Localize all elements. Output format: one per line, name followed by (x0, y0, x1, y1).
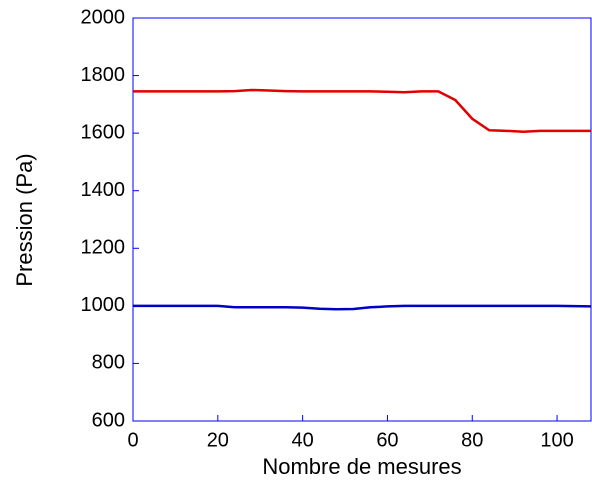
y-axis-label: Pression (Pa) (12, 153, 37, 286)
x-tick-label: 80 (461, 429, 483, 451)
x-tick-label: 60 (376, 429, 398, 451)
series-line (133, 88, 591, 133)
y-tick-label: 600 (92, 409, 125, 431)
y-tick-label: 1200 (81, 237, 126, 259)
x-tick-label: 40 (292, 429, 314, 451)
y-tick-label: 800 (92, 352, 125, 374)
y-tick-label: 2000 (81, 6, 126, 28)
y-tick-label: 1000 (81, 294, 126, 316)
y-tick-label: 1600 (81, 121, 126, 143)
x-tick-label: 20 (207, 429, 229, 451)
x-axis-label: Nombre de mesures (262, 454, 461, 479)
plot-frame (132, 17, 592, 422)
series-line (133, 304, 592, 311)
y-tick-label: 1400 (81, 179, 126, 201)
x-tick-label: 100 (540, 429, 573, 451)
x-tick-label: 0 (127, 429, 138, 451)
y-tick-label: 1800 (81, 64, 126, 86)
